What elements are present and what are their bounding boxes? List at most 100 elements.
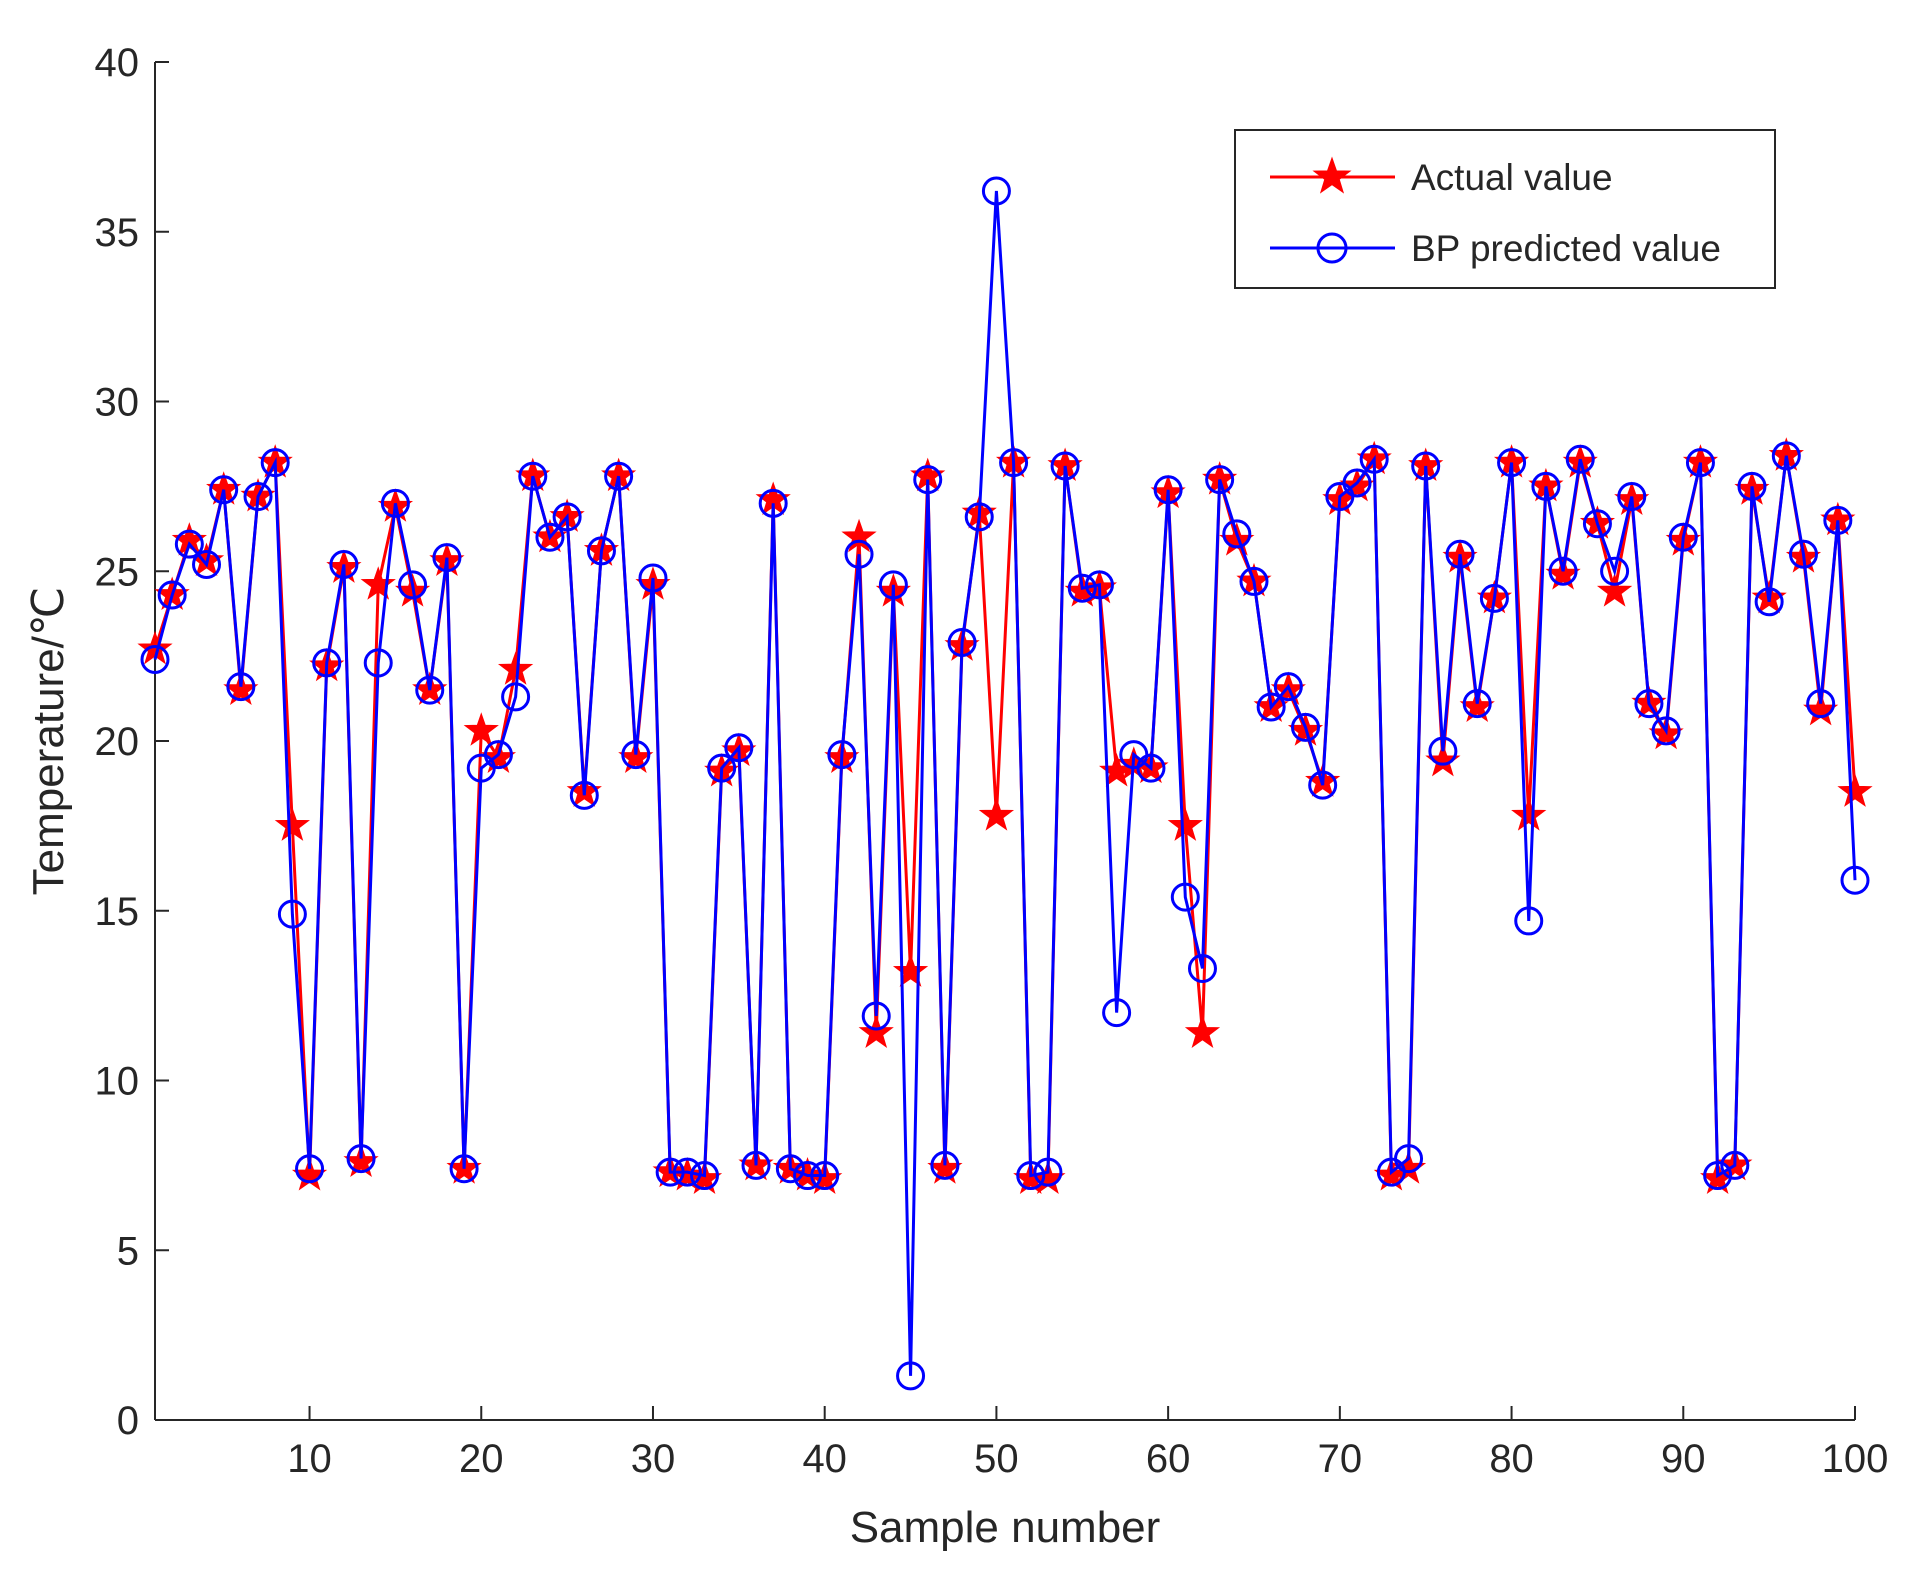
x-tick-label: 80 [1489, 1437, 1534, 1481]
data-point-predicted [655, 1157, 685, 1187]
data-point-predicted [226, 672, 256, 702]
data-point-actual [858, 1014, 894, 1048]
data-point-predicted [1222, 519, 1252, 549]
legend-label-actual: Actual value [1411, 157, 1613, 198]
data-point-actual [497, 651, 534, 685]
data-point-actual [360, 566, 396, 600]
data-point-predicted [827, 740, 857, 770]
x-tick-label: 50 [974, 1437, 1019, 1481]
data-point-predicted [449, 1154, 479, 1184]
data-point-predicted [432, 543, 462, 573]
data-point-predicted [535, 522, 565, 552]
data-point-predicted [1685, 448, 1715, 478]
data-point-actual [463, 712, 499, 746]
data-point-predicted [1720, 1150, 1750, 1180]
data-point-predicted [1050, 451, 1080, 481]
series-predicted [140, 176, 1870, 1391]
data-point-predicted [1840, 865, 1870, 895]
y-tick-label: 40 [95, 41, 140, 85]
data-point-predicted [1548, 556, 1578, 586]
data-point-predicted [312, 648, 342, 678]
x-axis-title: Sample number [850, 1503, 1161, 1552]
y-tick-label: 35 [95, 211, 140, 255]
data-point-predicted [380, 488, 410, 518]
y-tick-label: 5 [117, 1229, 139, 1273]
data-point-predicted [140, 645, 170, 675]
data-point-predicted [1703, 1161, 1733, 1191]
data-point-predicted [295, 1154, 325, 1184]
data-point-predicted [981, 176, 1011, 206]
x-tick-label: 10 [287, 1437, 332, 1481]
data-point-predicted [638, 563, 668, 593]
data-point-actual [1184, 1014, 1221, 1048]
x-tick-label: 70 [1318, 1437, 1363, 1481]
data-point-predicted [689, 1161, 719, 1191]
data-point-predicted [741, 1150, 771, 1180]
y-tick-label: 10 [95, 1060, 140, 1104]
data-point-actual [1837, 773, 1873, 807]
data-point-predicted [775, 1154, 805, 1184]
data-point-predicted [1359, 444, 1389, 474]
data-point-predicted [1084, 570, 1114, 600]
data-point-predicted [483, 740, 513, 770]
data-point-predicted [964, 502, 994, 532]
axes: 10 20 30 40 50 60 70 80 90 100 0 5 10 15 20 25 30 35 40 [95, 41, 1889, 1481]
data-point-predicted [1205, 465, 1235, 495]
data-point-predicted [1651, 716, 1681, 746]
data-point-predicted [415, 675, 445, 705]
data-point-predicted [209, 475, 239, 505]
data-point-predicted [501, 682, 531, 712]
data-point-predicted [1153, 475, 1183, 505]
data-point-predicted [930, 1150, 960, 1180]
data-point-predicted [1016, 1161, 1046, 1191]
data-point-predicted [363, 648, 393, 678]
legend-label-predicted: BP predicted value [1411, 228, 1721, 269]
data-point-predicted [552, 502, 582, 532]
data-point-predicted [947, 628, 977, 658]
x-tick-label: 40 [802, 1437, 847, 1481]
data-point-predicted [1136, 753, 1166, 783]
data-point-predicted [260, 448, 290, 478]
data-point-predicted [844, 539, 874, 569]
data-point-predicted [1033, 1157, 1063, 1187]
data-point-predicted [896, 1361, 926, 1391]
data-point-predicted [1445, 539, 1475, 569]
data-point-predicted [1617, 482, 1647, 512]
data-point-predicted [1428, 736, 1458, 766]
data-point-predicted [157, 580, 187, 610]
y-tick-label: 25 [95, 550, 140, 594]
data-point-predicted [1565, 444, 1595, 474]
data-point-predicted [1668, 522, 1698, 552]
data-point-predicted [810, 1161, 840, 1191]
legend-marker-actual-star [1312, 156, 1352, 194]
data-point-predicted [1273, 672, 1303, 702]
data-point-predicted [329, 549, 359, 579]
data-point-predicted [586, 536, 616, 566]
y-tick-label: 15 [95, 890, 140, 934]
data-point-actual [1167, 807, 1203, 841]
series-line-predicted [153, 190, 1857, 1376]
x-tick-label: 90 [1661, 1437, 1706, 1481]
data-point-predicted [758, 488, 788, 518]
data-point-predicted [1170, 882, 1200, 912]
data-point-predicted [1256, 692, 1286, 722]
x-tick-label: 100 [1822, 1437, 1889, 1481]
y-tick-label: 20 [95, 720, 140, 764]
data-point-predicted [1462, 689, 1492, 719]
data-point-predicted [1308, 770, 1338, 800]
y-tick-label: 0 [117, 1399, 139, 1443]
data-point-predicted [1239, 566, 1269, 596]
data-point-actual [841, 518, 877, 553]
data-point-predicted [1754, 587, 1784, 617]
data-point-predicted [1600, 556, 1630, 586]
data-point-predicted [604, 461, 634, 491]
data-point-actual [1596, 573, 1633, 607]
data-point-predicted [878, 570, 908, 600]
legend-marker-predicted-circle [1316, 232, 1348, 264]
data-point-predicted [1067, 573, 1097, 603]
data-point-actual [274, 807, 310, 841]
data-point-predicted [913, 465, 943, 495]
x-tick-label: 30 [631, 1437, 676, 1481]
x-tick-label: 60 [1146, 1437, 1191, 1481]
data-point-actual [978, 797, 1015, 831]
